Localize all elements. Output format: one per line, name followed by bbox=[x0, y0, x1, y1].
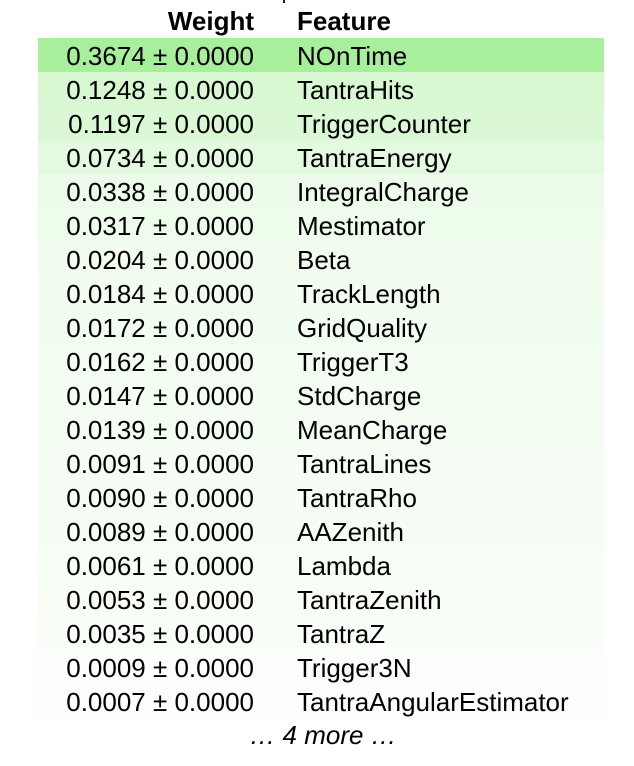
weight-cell: 0.0139 ± 0.0000 bbox=[66, 415, 254, 445]
weight-cell: 0.0007 ± 0.0000 bbox=[66, 687, 254, 717]
feature-cell: Mestimator bbox=[297, 211, 426, 241]
table-row: 0.1197 ± 0.0000 TriggerCounter bbox=[38, 106, 604, 140]
weight-cell: 0.0061 ± 0.0000 bbox=[66, 551, 254, 581]
weight-cell: 0.3674 ± 0.0000 bbox=[66, 41, 254, 71]
weight-cell: 0.0035 ± 0.0000 bbox=[66, 619, 254, 649]
table-row: 0.1248 ± 0.0000 TantraHits bbox=[38, 72, 604, 106]
weight-cell: 0.0162 ± 0.0000 bbox=[66, 347, 254, 377]
feature-cell: StdCharge bbox=[297, 381, 422, 411]
table-row: 0.0184 ± 0.0000 TrackLength bbox=[38, 276, 604, 310]
table-row: 0.0162 ± 0.0000 TriggerT3 bbox=[38, 344, 604, 378]
feature-cell: TriggerCounter bbox=[297, 109, 471, 139]
feature-cell: IntegralCharge bbox=[297, 177, 469, 207]
feature-cell: Lambda bbox=[297, 551, 391, 581]
feature-cell: TrackLength bbox=[297, 279, 441, 309]
feature-cell: TantraAngularEstimator bbox=[297, 687, 569, 717]
feature-cell: GridQuality bbox=[297, 313, 428, 343]
table-body: 0.3674 ± 0.0000 NOnTime 0.1248 ± 0.0000 Tan… bbox=[38, 38, 604, 718]
weight-cell: 0.1248 ± 0.0000 bbox=[66, 75, 254, 105]
table-row: 0.0009 ± 0.0000 Trigger3N bbox=[38, 650, 604, 684]
feature-cell: TantraZ bbox=[297, 619, 386, 649]
weight-cell: 0.0172 ± 0.0000 bbox=[66, 313, 254, 343]
weight-cell: 0.0009 ± 0.0000 bbox=[66, 653, 254, 683]
table-row: 0.0089 ± 0.0000 AAZenith bbox=[38, 514, 604, 548]
feature-cell: AAZenith bbox=[297, 517, 404, 547]
feature-cell: TantraZenith bbox=[297, 585, 442, 615]
table-row: 0.0317 ± 0.0000 Mestimator bbox=[38, 208, 604, 242]
feature-cell: TantraEnergy bbox=[297, 143, 452, 173]
feature-cell: TantraHits bbox=[297, 75, 415, 105]
table-row: 0.0139 ± 0.0000 MeanCharge bbox=[38, 412, 604, 446]
table-row: 0.0091 ± 0.0000 TantraLines bbox=[38, 446, 604, 480]
table-row: 0.0172 ± 0.0000 GridQuality bbox=[38, 310, 604, 344]
table-row: 0.0061 ± 0.0000 Lambda bbox=[38, 548, 604, 582]
weight-cell: 0.0317 ± 0.0000 bbox=[66, 211, 254, 241]
weight-cell: 0.0089 ± 0.0000 bbox=[66, 517, 254, 547]
table-row: 0.0204 ± 0.0000 Beta bbox=[38, 242, 604, 276]
weight-column-header: Weight bbox=[167, 6, 254, 36]
feature-cell: TantraRho bbox=[297, 483, 417, 513]
table-header: Weight Feature bbox=[38, 0, 604, 38]
table-row: 0.0007 ± 0.0000 TantraAngularEstimator bbox=[38, 684, 604, 718]
clipped-bracket-fragment bbox=[283, 0, 287, 3]
weight-cell: 0.0734 ± 0.0000 bbox=[66, 143, 254, 173]
weight-cell: 0.0091 ± 0.0000 bbox=[66, 449, 254, 479]
feature-cell: NOnTime bbox=[297, 41, 408, 71]
feature-column-header: Feature bbox=[297, 6, 391, 36]
table-row: 0.0053 ± 0.0000 TantraZenith bbox=[38, 582, 604, 616]
weight-cell: 0.0184 ± 0.0000 bbox=[66, 279, 254, 309]
weight-cell: 0.0338 ± 0.0000 bbox=[66, 177, 254, 207]
weight-cell: 0.0090 ± 0.0000 bbox=[66, 483, 254, 513]
weight-cell: 0.0053 ± 0.0000 bbox=[66, 585, 254, 615]
more-rows-note: … 4 more … bbox=[249, 720, 397, 750]
table-row: 0.3674 ± 0.0000 NOnTime bbox=[38, 38, 604, 72]
feature-cell: Beta bbox=[297, 245, 351, 275]
table-row: 0.0035 ± 0.0000 TantraZ bbox=[38, 616, 604, 650]
feature-cell: TantraLines bbox=[297, 449, 432, 479]
table-row: 0.0338 ± 0.0000 IntegralCharge bbox=[38, 174, 604, 208]
feature-cell: MeanCharge bbox=[297, 415, 448, 445]
table-row: 0.0090 ± 0.0000 TantraRho bbox=[38, 480, 604, 514]
feature-cell: TriggerT3 bbox=[297, 347, 409, 377]
feature-cell: Trigger3N bbox=[297, 653, 412, 683]
weight-cell: 0.0204 ± 0.0000 bbox=[66, 245, 254, 275]
feature-weights-table: Weight Feature 0.3674 ± 0.0000 NOnTime 0.1… bbox=[38, 0, 604, 752]
table-row: 0.0734 ± 0.0000 TantraEnergy bbox=[38, 140, 604, 174]
weight-cell: 0.0147 ± 0.0000 bbox=[66, 381, 254, 411]
weight-cell: 0.1197 ± 0.0000 bbox=[68, 109, 254, 139]
table-row: 0.0147 ± 0.0000 StdCharge bbox=[38, 378, 604, 412]
